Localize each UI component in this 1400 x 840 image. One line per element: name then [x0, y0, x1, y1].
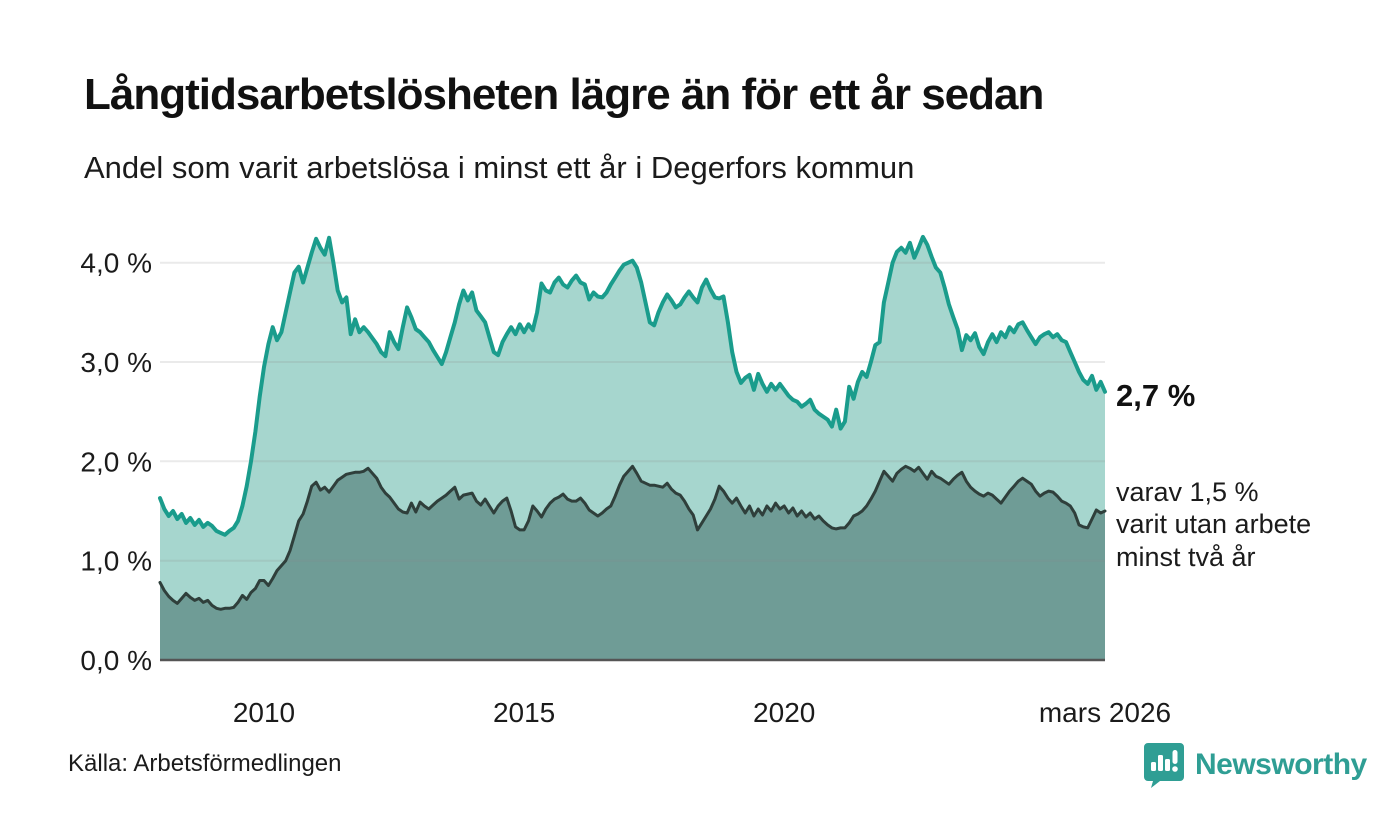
svg-text:2010: 2010 — [233, 697, 295, 728]
secondary-value-line2: varit utan arbete — [1116, 509, 1312, 540]
source-credit: Källa: Arbetsförmedlingen — [68, 750, 342, 777]
secondary-value-line3: minst två år — [1116, 541, 1256, 572]
svg-text:mars 2026: mars 2026 — [1039, 697, 1171, 728]
secondary-value-label: varav 1,5 % varit utan arbete minst två … — [1116, 476, 1311, 573]
svg-text:1,0 %: 1,0 % — [80, 546, 152, 577]
svg-text:2015: 2015 — [493, 697, 555, 728]
svg-text:2020: 2020 — [753, 697, 815, 728]
newsworthy-logo-icon — [1144, 743, 1184, 788]
newsworthy-wordmark: Newsworthy — [1195, 748, 1367, 781]
newsworthy-brand: Newsworthy — [1143, 742, 1367, 788]
chart-subtitle: Andel som varit arbetslösa i minst ett å… — [84, 150, 915, 185]
svg-text:0,0 %: 0,0 % — [80, 645, 152, 676]
svg-text:3,0 %: 3,0 % — [80, 347, 152, 378]
latest-value-label: 2,7 % — [1116, 378, 1196, 413]
svg-text:4,0 %: 4,0 % — [80, 248, 152, 279]
page-title: Långtidsarbetslösheten lägre än för ett … — [84, 70, 1044, 119]
svg-text:2,0 %: 2,0 % — [80, 446, 152, 477]
secondary-value-line1: varav 1,5 % — [1116, 477, 1259, 507]
